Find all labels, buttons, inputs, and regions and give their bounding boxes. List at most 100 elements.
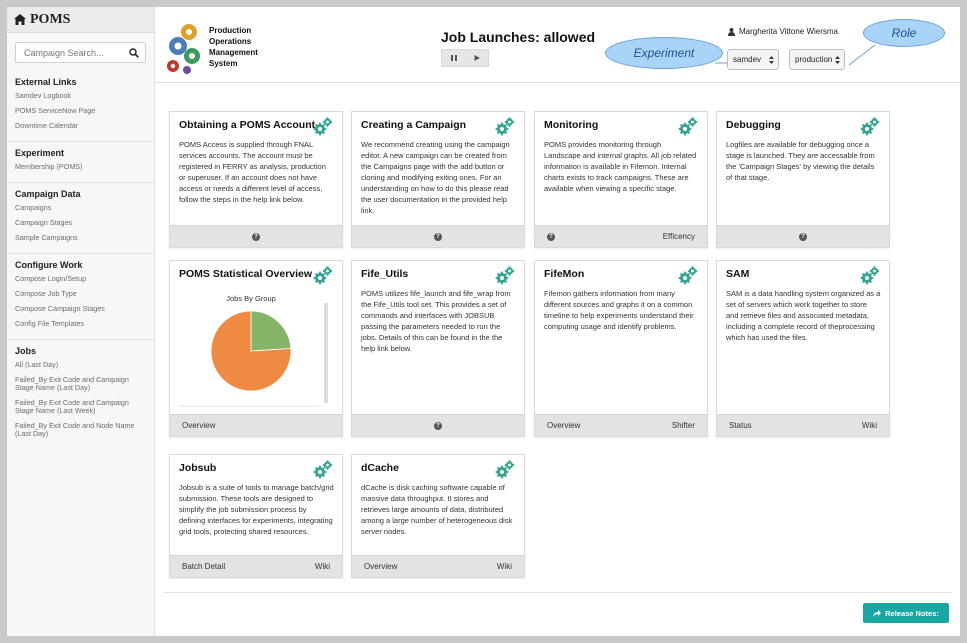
info-card: Jobsub Jobsub is a suite of tools to mana…: [169, 454, 343, 578]
help-icon[interactable]: ?: [799, 232, 807, 241]
info-card: Obtaining a POMS Account POMS Access is s…: [169, 111, 343, 248]
sidebar-link[interactable]: Config File Templates: [15, 319, 84, 328]
sidebar-link[interactable]: Failed_By Exit Code and Campaign Stage N…: [15, 398, 129, 415]
share-icon: [873, 609, 882, 617]
sidebar-link[interactable]: Compose Job Type: [15, 289, 77, 298]
experiment-select-value: samdev: [733, 55, 762, 64]
card-footer: ?: [352, 225, 524, 247]
experiment-select[interactable]: samdev: [727, 49, 779, 70]
card-title: Fife_Utils: [361, 268, 409, 280]
card-footer-link[interactable]: Batch Detail: [182, 562, 226, 571]
search-input[interactable]: [24, 47, 129, 58]
sidebar-section: Campaign Data Campaigns Campaign Stages Sam…: [7, 182, 154, 253]
play-button[interactable]: [465, 50, 488, 66]
help-icon[interactable]: ?: [547, 232, 555, 241]
pie-slice[interactable]: [250, 310, 292, 352]
sidebar-heading: Experiment: [15, 148, 65, 158]
card-title: Debugging: [726, 119, 781, 131]
sidebar-link[interactable]: Campaigns: [15, 203, 52, 212]
campaign-search[interactable]: [15, 42, 146, 63]
sidebar-link[interactable]: Membership (POMS): [15, 162, 83, 171]
info-card: Monitoring POMS provides monitoring throu…: [534, 111, 708, 248]
sidebar-link[interactable]: All (Last Day): [15, 360, 59, 369]
sidebar-link[interactable]: Compose Login/Setup: [15, 274, 87, 283]
card-footer-link[interactable]: Overview: [364, 562, 398, 571]
info-card: dCache dCache is disk caching software ca…: [351, 454, 525, 578]
card-footer-link[interactable]: Wiki: [861, 421, 877, 430]
help-icon[interactable]: ?: [434, 232, 442, 241]
card-footer-link[interactable]: Efficency: [662, 232, 695, 241]
user-info: Margherita Vittone Wiersma: [728, 27, 838, 36]
app-title: POMS: [30, 11, 71, 27]
card-title: SAM: [726, 268, 750, 280]
search-icon[interactable]: [129, 47, 139, 58]
logo-line-1: Production: [209, 26, 252, 35]
card-title: Creating a Campaign: [361, 119, 467, 131]
sidebar-link[interactable]: Samdev Logbook: [15, 91, 71, 100]
card-footer-link[interactable]: Wiki: [496, 562, 512, 571]
card-description: Fifemon gathers information from many di…: [544, 289, 694, 331]
launch-controls: [441, 49, 489, 67]
pause-button[interactable]: [442, 50, 465, 66]
card-description: POMS Access is supplied through FNAL ser…: [179, 140, 326, 204]
card-title: dCache: [361, 462, 399, 474]
card-footer: Overview Shifter: [535, 414, 707, 436]
info-card: Debugging Logfiles are available for debu…: [716, 111, 890, 248]
brand[interactable]: POMS: [7, 7, 154, 33]
sidebar-link[interactable]: POMS ServiceNow Page: [15, 106, 96, 115]
role-select-value: production: [795, 55, 833, 64]
sidebar: POMS External Links Samdev Logbook POMS Se…: [7, 7, 155, 636]
release-notes-button[interactable]: Release Notes:: [863, 603, 949, 623]
card-title: Monitoring: [544, 119, 599, 131]
sidebar-link[interactable]: Failed_By Exit Code and Node Name (Last …: [15, 421, 135, 438]
pause-icon: [450, 55, 457, 61]
card-title: FifeMon: [544, 268, 585, 280]
experiment-callout: Experiment: [605, 37, 723, 69]
gears-icon: [313, 460, 333, 480]
release-notes-label: Release Notes:: [885, 608, 939, 618]
sidebar-heading: Campaign Data: [15, 189, 81, 199]
card-footer-link[interactable]: Shifter: [671, 421, 695, 430]
sidebar-section: Experiment Membership (POMS): [7, 141, 154, 182]
card-footer: Overview Wiki: [352, 555, 524, 577]
card-footer-link[interactable]: Wiki: [314, 562, 330, 571]
sidebar-link[interactable]: Compose Campaign Stages: [15, 304, 105, 313]
card-description: POMS utilizes fife_launch and fife_wrap …: [361, 289, 511, 353]
jobs-by-group-chart: Jobs By Group: [179, 289, 339, 409]
gears-icon: [495, 266, 515, 286]
card-footer: ? Efficency: [535, 225, 707, 247]
logo: Production Operations Management System: [165, 20, 258, 74]
pie-svg: Jobs By Group: [179, 294, 328, 407]
callout-pointers: [715, 44, 876, 66]
sidebar-section: Configure Work Compose Login/Setup Compose…: [7, 253, 154, 339]
help-icon[interactable]: ?: [252, 232, 260, 241]
card-footer: Batch Detail Wiki: [170, 555, 342, 577]
sidebar-link[interactable]: Campaign Stages: [15, 218, 73, 227]
sidebar-link[interactable]: Downtime Calendar: [15, 121, 79, 130]
chart-scrollbar[interactable]: [324, 303, 328, 403]
card-footer-link[interactable]: Overview: [182, 421, 216, 430]
header: Production Operations Management System …: [155, 7, 960, 83]
logo-text: Production Operations Management System: [209, 25, 258, 69]
card-footer-link[interactable]: Status: [729, 421, 752, 430]
card-title: POMS Statistical Overview: [179, 268, 313, 280]
sidebar-heading: External Links: [15, 77, 77, 87]
select-arrows-icon: [769, 55, 774, 64]
logo-line-4: System: [209, 59, 238, 68]
gears-icon: [313, 266, 333, 286]
role-select[interactable]: production: [789, 49, 845, 70]
sidebar-link[interactable]: Failed_By Exit Code and Campaign Stage N…: [15, 375, 129, 392]
select-arrows-icon: [835, 55, 840, 64]
card-footer: ?: [170, 225, 342, 247]
sidebar-section: Jobs All (Last Day) Failed_By Exit Code an…: [7, 339, 154, 449]
gears-icon: [678, 117, 698, 137]
sidebar-link[interactable]: Sample Campaigns: [15, 233, 78, 242]
help-icon[interactable]: ?: [434, 421, 442, 430]
sidebar-section: External Links Samdev Logbook POMS Service…: [7, 71, 154, 141]
app-frame: POMS External Links Samdev Logbook POMS Se…: [7, 7, 960, 636]
info-card: Fife_Utils POMS utilizes fife_launch and …: [351, 260, 525, 437]
play-icon: [474, 55, 480, 61]
card-footer-link[interactable]: Overview: [547, 421, 581, 430]
logo-line-2: Operations: [209, 37, 252, 46]
pie-slice[interactable]: [210, 310, 292, 392]
